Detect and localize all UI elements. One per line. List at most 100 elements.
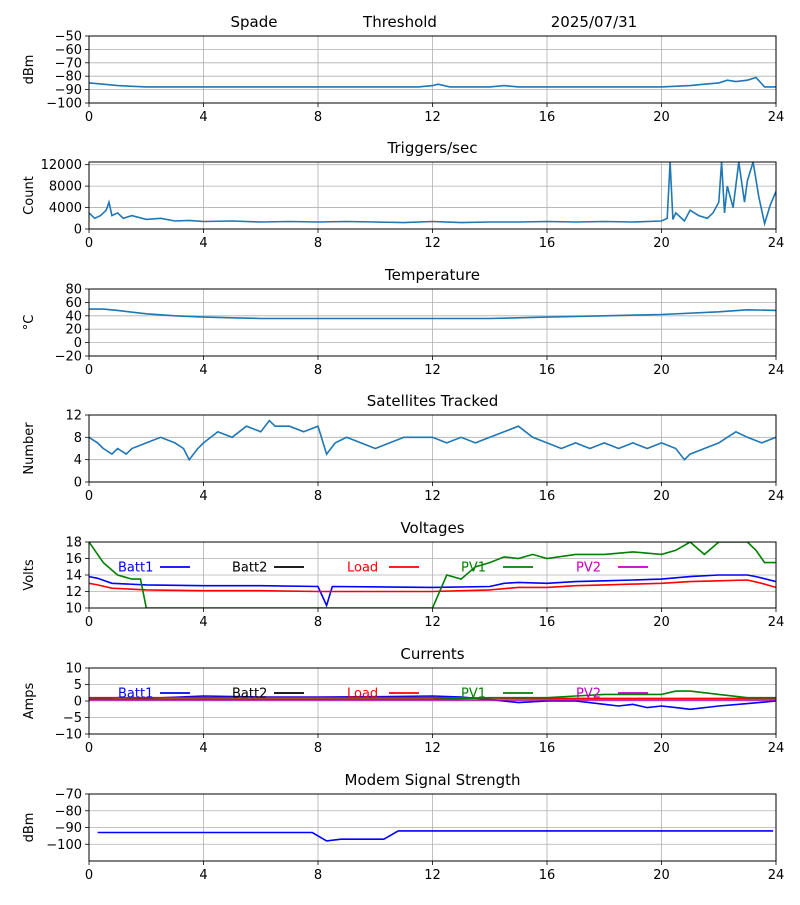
x-tick-label: 12 bbox=[424, 110, 441, 125]
series-line-batt1 bbox=[89, 695, 776, 711]
series-line-0 bbox=[97, 830, 774, 842]
panel-title: Modem Signal Strength bbox=[345, 771, 521, 789]
series-line-batt1 bbox=[89, 574, 776, 608]
y-tick-label: 12 bbox=[65, 409, 82, 424]
x-tick-label: 16 bbox=[539, 489, 556, 504]
y-tick-label: −10 bbox=[55, 728, 82, 743]
y-axis-label: dBm bbox=[22, 813, 37, 843]
x-tick-label: 20 bbox=[653, 363, 670, 378]
y-tick-label: −80 bbox=[55, 70, 82, 85]
y-tick-label: 18 bbox=[65, 536, 82, 551]
legend-label-batt1: Batt1 bbox=[118, 561, 153, 576]
panel-satellites: 0 4 8 12 16 20 24 0 4 8 12 Satellites Tracked Number bbox=[22, 392, 784, 504]
series-line-0 bbox=[89, 162, 776, 227]
y-tick-label: 5 bbox=[74, 678, 82, 693]
x-tick-label: 12 bbox=[424, 363, 441, 378]
x-tick-label: 8 bbox=[314, 615, 322, 630]
x-tick-label: 4 bbox=[199, 236, 207, 251]
x-tick-label: 4 bbox=[199, 741, 207, 756]
y-tick-label: 8 bbox=[74, 431, 82, 446]
x-tick-label: 20 bbox=[653, 489, 670, 504]
x-tick-label: 0 bbox=[85, 489, 93, 504]
header-date: 2025/07/31 bbox=[551, 13, 637, 31]
y-tick-label: 16 bbox=[65, 552, 82, 567]
y-tick-label: −90 bbox=[55, 821, 82, 836]
x-tick-label: 24 bbox=[768, 741, 785, 756]
x-tick-label: 16 bbox=[539, 236, 556, 251]
x-tick-label: 4 bbox=[199, 110, 207, 125]
x-tick-label: 4 bbox=[199, 615, 207, 630]
y-tick-label: −20 bbox=[55, 350, 82, 365]
x-tick-label: 16 bbox=[539, 868, 556, 883]
x-tick-label: 0 bbox=[85, 363, 93, 378]
x-tick-label: 20 bbox=[653, 868, 670, 883]
x-tick-label: 8 bbox=[314, 489, 322, 504]
x-tick-label: 12 bbox=[424, 741, 441, 756]
y-tick-label: −70 bbox=[55, 56, 82, 71]
x-tick-label: 0 bbox=[85, 741, 93, 756]
panel-title: Triggers/sec bbox=[387, 139, 478, 157]
series-line-0 bbox=[89, 419, 776, 462]
x-tick-label: 12 bbox=[424, 615, 441, 630]
panel-title: Temperature bbox=[384, 266, 480, 284]
x-tick-label: 12 bbox=[424, 868, 441, 883]
x-tick-label: 8 bbox=[314, 363, 322, 378]
header-site: Spade bbox=[231, 13, 278, 31]
x-tick-label: 24 bbox=[768, 615, 785, 630]
x-tick-label: 20 bbox=[653, 615, 670, 630]
x-tick-label: 20 bbox=[653, 236, 670, 251]
legend-label-pv2: PV2 bbox=[576, 561, 601, 576]
x-tick-label: 8 bbox=[314, 236, 322, 251]
y-tick-label: −70 bbox=[55, 788, 82, 803]
x-tick-label: 16 bbox=[539, 615, 556, 630]
x-tick-label: 8 bbox=[314, 110, 322, 125]
x-tick-label: 24 bbox=[768, 868, 785, 883]
y-tick-label: 20 bbox=[65, 323, 82, 338]
y-tick-label: −80 bbox=[55, 804, 82, 819]
y-tick-label: −50 bbox=[55, 30, 82, 45]
x-tick-label: 4 bbox=[199, 489, 207, 504]
series-line-pv1 bbox=[89, 542, 776, 608]
panel-triggers: 0 4 8 12 16 20 24 0 4000 8000 12000 Triggers/sec Cou… bbox=[22, 139, 784, 251]
panel-currents: 0 4 8 12 16 20 24 −10 −50 510 Currents Amps Batt1 Bat… bbox=[22, 645, 784, 756]
x-tick-label: 24 bbox=[768, 110, 785, 125]
x-tick-label: 24 bbox=[768, 363, 785, 378]
y-tick-label: 10 bbox=[65, 602, 82, 617]
series-line-load bbox=[89, 696, 776, 700]
x-tick-label: 0 bbox=[85, 236, 93, 251]
y-tick-label: 40 bbox=[65, 309, 82, 324]
y-tick-label: 12000 bbox=[41, 158, 82, 173]
y-axis-label: Volts bbox=[22, 559, 37, 591]
panel-title: Satellites Tracked bbox=[367, 392, 498, 410]
x-tick-label: 8 bbox=[314, 868, 322, 883]
panel-modem: 0 4 8 12 16 20 24 −100 −90 −80−70 Modem Signal Str… bbox=[22, 771, 784, 883]
legend-label-batt2: Batt2 bbox=[232, 687, 267, 702]
series-line-0 bbox=[89, 76, 776, 88]
y-tick-label: 4000 bbox=[49, 201, 82, 216]
legend-label-load: Load bbox=[347, 561, 378, 576]
x-tick-label: 20 bbox=[653, 110, 670, 125]
y-tick-label: 80 bbox=[65, 283, 82, 298]
y-tick-label: 8000 bbox=[49, 180, 82, 195]
x-tick-label: 0 bbox=[85, 615, 93, 630]
x-tick-label: 24 bbox=[768, 489, 785, 504]
x-tick-label: 12 bbox=[424, 489, 441, 504]
x-tick-label: 12 bbox=[424, 236, 441, 251]
legend-label-load: Load bbox=[347, 687, 378, 702]
x-tick-label: 24 bbox=[768, 236, 785, 251]
header-mode: Threshold bbox=[362, 13, 437, 31]
x-tick-label: 4 bbox=[199, 363, 207, 378]
legend-label-batt1: Batt1 bbox=[118, 687, 153, 702]
x-tick-label: 16 bbox=[539, 110, 556, 125]
x-tick-label: 16 bbox=[539, 741, 556, 756]
panel-title: Voltages bbox=[400, 519, 464, 537]
panel-title: Currents bbox=[400, 645, 464, 663]
x-tick-label: 0 bbox=[85, 110, 93, 125]
y-tick-label: 0 bbox=[74, 695, 82, 710]
y-tick-label: 4 bbox=[74, 453, 82, 468]
y-tick-label: −100 bbox=[46, 838, 82, 853]
